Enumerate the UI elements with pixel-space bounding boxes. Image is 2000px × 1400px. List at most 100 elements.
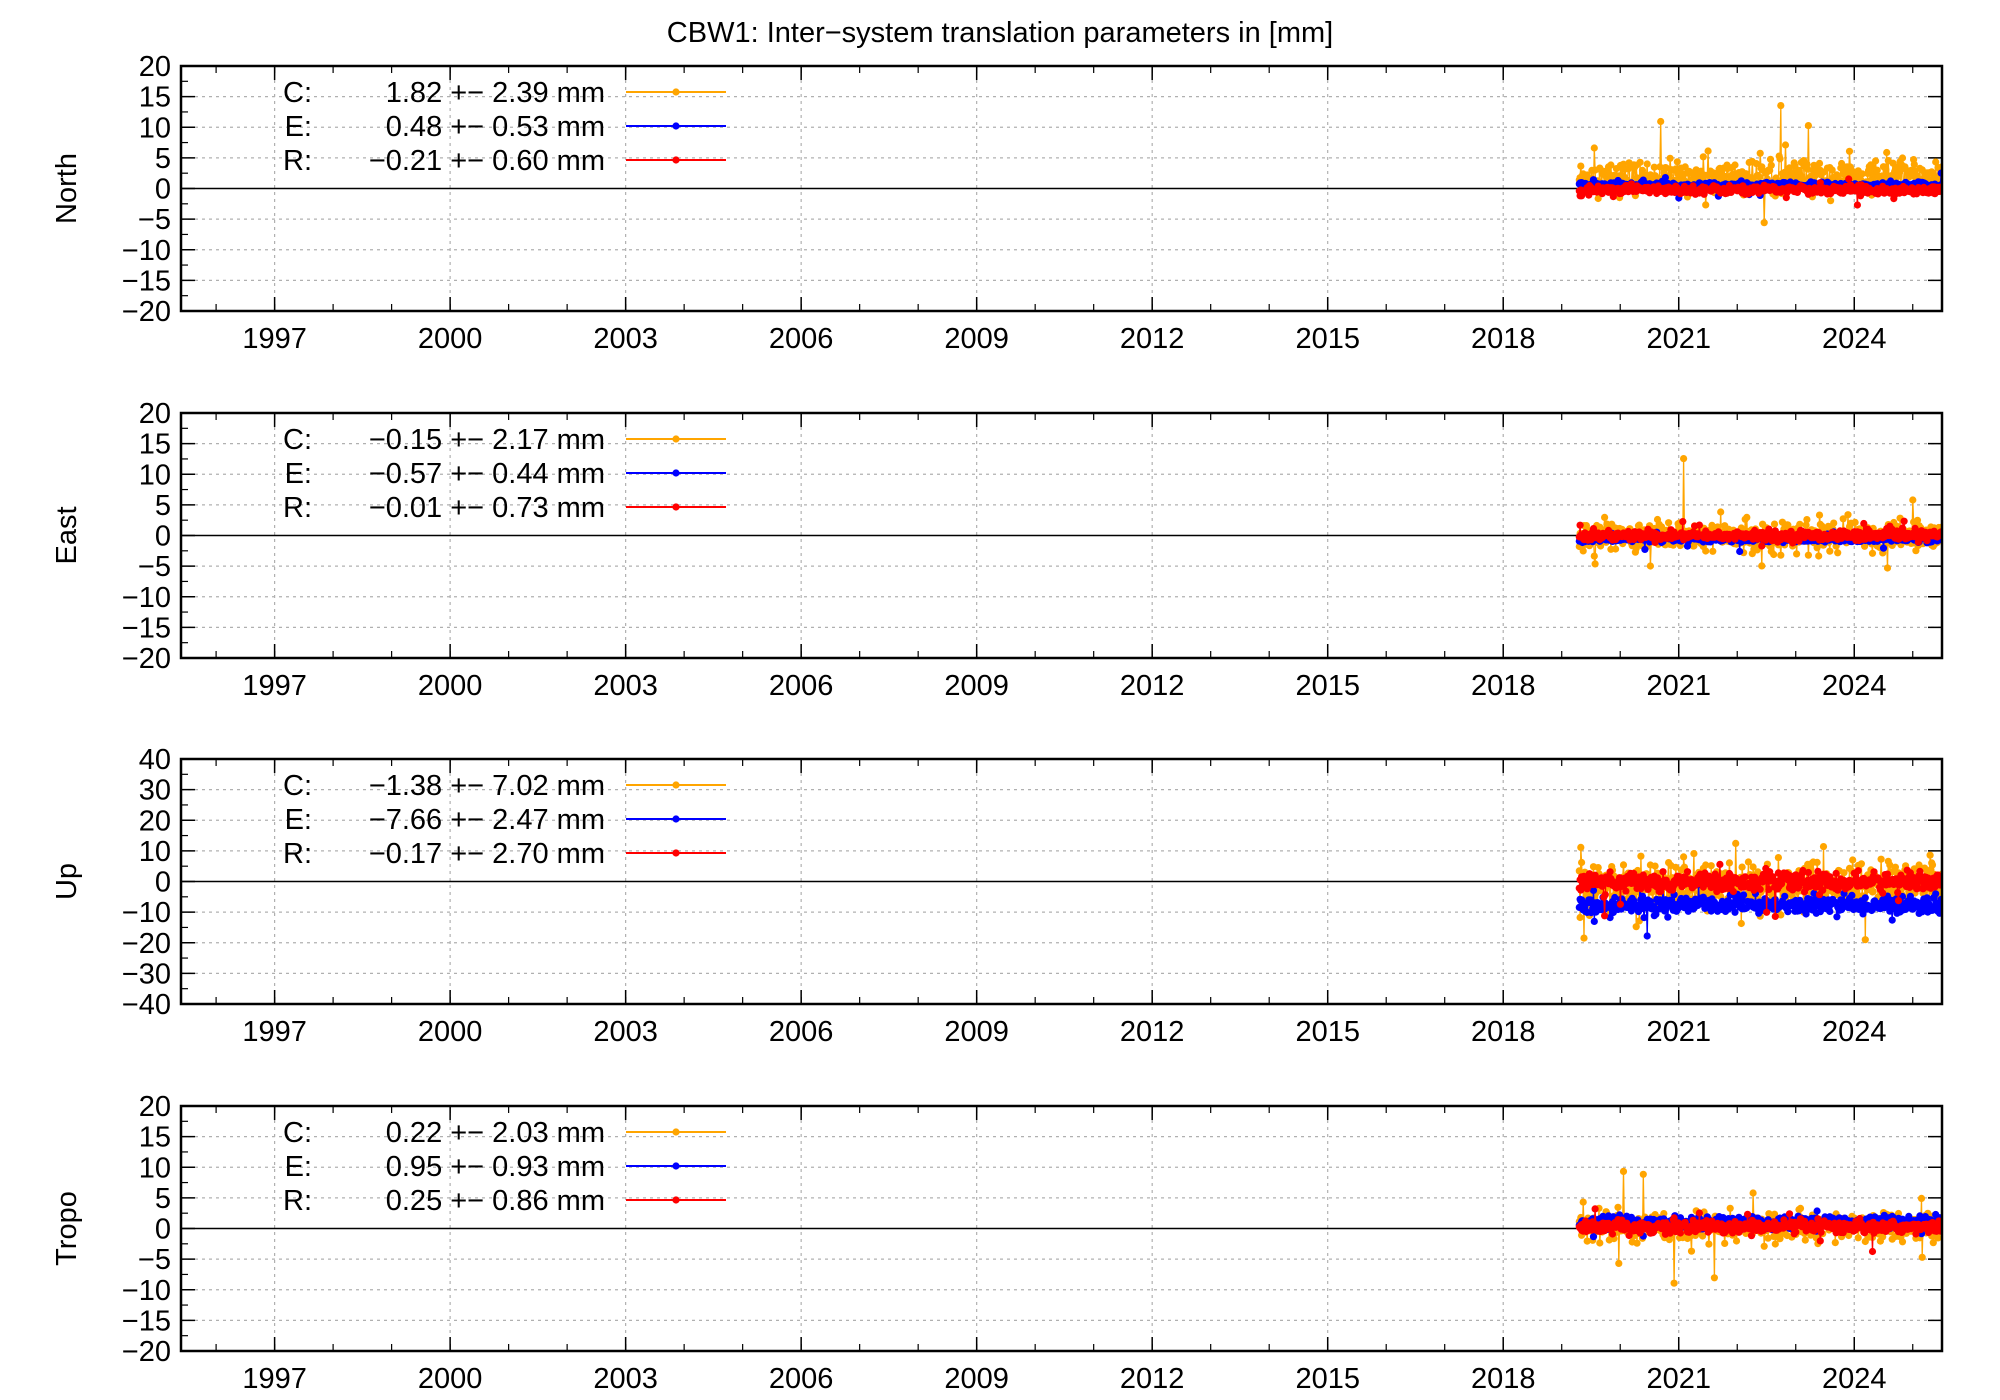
data-point-C: [1758, 562, 1766, 570]
data-point-C: [1637, 852, 1645, 860]
data-point-C: [1737, 919, 1745, 928]
series-group: [1575, 455, 1942, 572]
data-point-C: [1756, 149, 1764, 157]
data-point-E: [1664, 913, 1672, 921]
data-point-C: [1657, 117, 1665, 126]
data-point-C: [1849, 856, 1857, 864]
legend-value-E: 0.48 +− 0.53 mm: [386, 111, 605, 143]
data-point-C: [1673, 158, 1681, 166]
data-point-C: [1660, 1210, 1668, 1218]
x-tick-label: 2018: [1471, 1363, 1536, 1395]
data-point-C: [1928, 861, 1937, 869]
x-tick-label: 2009: [944, 670, 1009, 702]
data-point-C: [1857, 860, 1865, 868]
data-point-C: [1731, 161, 1739, 169]
x-tick-label: 2012: [1120, 1016, 1185, 1048]
data-point-R: [1894, 889, 1902, 897]
data-point-R: [1683, 868, 1692, 876]
y-tick-label: 15: [139, 82, 171, 114]
series-group: [1575, 1167, 1942, 1287]
legend-label-E: E:: [285, 804, 312, 836]
data-point-C: [1666, 154, 1674, 162]
y-tick-label: 20: [139, 1091, 171, 1123]
data-point-C: [1752, 160, 1760, 168]
y-tick-label: 0: [155, 867, 171, 899]
data-point-C: [1594, 194, 1602, 203]
y-tick-label: 20: [139, 805, 171, 837]
data-point-C: [1861, 936, 1869, 944]
data-point-R: [1883, 870, 1892, 878]
legend-label-E: E:: [285, 458, 312, 490]
legend-label-C: C:: [283, 770, 312, 802]
data-point-R: [1900, 517, 1908, 525]
data-point-C: [1704, 147, 1712, 155]
data-point-C: [1596, 523, 1604, 531]
data-point-C: [1802, 521, 1810, 529]
y-tick-label: 5: [155, 1183, 171, 1215]
data-point-C: [1633, 1239, 1641, 1247]
data-point-C: [1777, 102, 1785, 110]
data-point-C: [1710, 1274, 1718, 1282]
data-point-R: [1789, 886, 1797, 894]
data-point-C: [1777, 551, 1785, 559]
data-point-C: [1614, 1203, 1622, 1211]
x-tick-label: 2000: [418, 1016, 483, 1048]
data-point-R: [1816, 179, 1824, 187]
data-point-C: [1725, 859, 1733, 867]
data-point-R: [1853, 201, 1861, 209]
data-point-C: [1636, 158, 1644, 166]
y-tick-label: 30: [139, 775, 171, 807]
data-point-R: [1713, 888, 1721, 896]
data-point-C: [1596, 1239, 1604, 1247]
x-tick-label: 2021: [1646, 323, 1711, 355]
x-tick-label: 1997: [242, 323, 307, 355]
data-point-C: [1774, 854, 1782, 862]
x-tick-label: 2000: [418, 1363, 483, 1395]
x-tick-label: 2003: [593, 323, 658, 355]
data-point-C: [1732, 839, 1740, 848]
data-point-E: [1652, 910, 1660, 918]
data-point-C: [1726, 1204, 1734, 1212]
data-point-R: [1799, 866, 1807, 875]
data-point-R: [1609, 193, 1617, 201]
x-tick-label: 2015: [1295, 1016, 1360, 1048]
data-point-C: [1594, 864, 1602, 872]
x-tick-label: 2024: [1822, 670, 1887, 702]
chart-title: CBW1: Inter−system translation parameter…: [667, 17, 1333, 49]
data-point-E: [1740, 891, 1748, 899]
data-point-C: [1910, 160, 1918, 168]
data-point-E: [1888, 916, 1896, 924]
y-axis-label: North: [51, 153, 83, 224]
legend-swatch-point-R: [672, 156, 680, 164]
x-tick-label: 2018: [1471, 323, 1536, 355]
data-point-C: [1803, 516, 1811, 524]
y-tick-label: 0: [155, 174, 171, 206]
data-point-C: [1872, 157, 1880, 165]
data-point-C: [1707, 862, 1715, 870]
x-tick-label: 2015: [1295, 670, 1360, 702]
data-point-C: [1926, 851, 1934, 859]
data-point-C: [1895, 168, 1903, 176]
x-tick-label: 1997: [242, 670, 307, 702]
y-tick-label: −15: [122, 1305, 171, 1337]
x-tick-label: 2024: [1822, 1363, 1887, 1395]
data-point-C: [1705, 1240, 1713, 1248]
data-point-C: [1590, 552, 1598, 560]
data-point-C: [1577, 162, 1585, 170]
data-point-R: [1758, 542, 1766, 550]
y-axis-label: Up: [51, 863, 83, 900]
x-tick-label: 2009: [944, 1363, 1009, 1395]
data-point-C: [1632, 923, 1640, 931]
x-tick-label: 2009: [944, 1016, 1009, 1048]
data-point-C: [1687, 1247, 1696, 1255]
data-point-R: [1712, 872, 1720, 880]
data-point-C: [1749, 1189, 1757, 1197]
data-point-R: [1630, 869, 1638, 878]
data-point-C: [1830, 519, 1838, 527]
x-tick-label: 2012: [1120, 1363, 1185, 1395]
